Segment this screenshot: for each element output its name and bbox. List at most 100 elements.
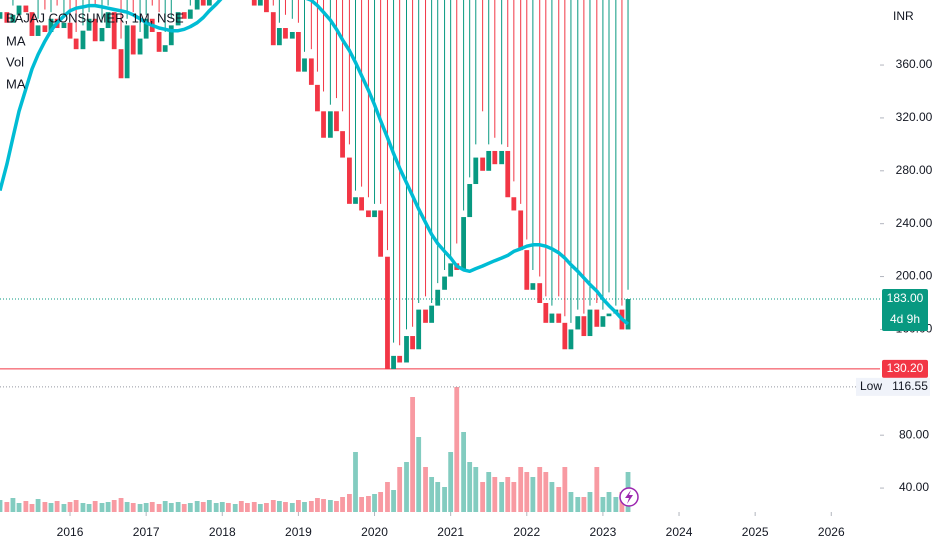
candle-body	[283, 28, 288, 39]
volume-bar	[505, 477, 511, 512]
candle-body	[416, 309, 422, 350]
volume-bar	[42, 502, 48, 512]
volume-bar	[486, 472, 492, 512]
volume-bar	[232, 504, 238, 512]
candle-body	[518, 210, 524, 251]
candle-body	[562, 322, 568, 350]
volume-bar	[391, 490, 396, 512]
legend-item: Vol	[6, 54, 24, 69]
candle-body	[111, 12, 117, 50]
x-tick-label: 2017	[133, 525, 160, 539]
candle-body	[410, 336, 415, 350]
candle-body	[61, 22, 67, 29]
candle-body	[296, 31, 301, 72]
candle-body	[505, 150, 511, 198]
legend-item: MA	[6, 33, 26, 48]
candle-body	[625, 299, 631, 330]
volume-bar	[568, 492, 574, 512]
volume-bar	[10, 498, 16, 512]
candle-body	[575, 316, 581, 330]
volume-bar	[283, 502, 288, 512]
volume-bar	[315, 498, 320, 512]
low-name: Low	[860, 379, 882, 393]
low-tag	[856, 377, 930, 396]
candle-body	[581, 316, 587, 337]
volume-bar	[143, 503, 149, 512]
level-label: 130.20	[887, 361, 924, 375]
candle-body	[568, 329, 574, 350]
volume-bar	[467, 462, 473, 512]
volume-bar	[181, 504, 187, 512]
volume-bar	[206, 500, 212, 512]
volume-bar	[543, 472, 549, 512]
candle-body	[537, 283, 543, 303]
candle-body	[156, 31, 162, 52]
candle-body	[270, 12, 276, 46]
volume-bar	[118, 498, 124, 512]
volume-bar	[327, 500, 333, 512]
candle-body	[327, 111, 333, 138]
volume-bar	[80, 503, 86, 512]
volume-bar	[347, 494, 352, 512]
volume-bar	[219, 502, 225, 512]
volume-bar	[302, 502, 307, 512]
candle-body	[359, 197, 364, 211]
volume-bar	[276, 501, 282, 512]
candle-body	[73, 38, 79, 50]
y-tick-label: 240.00	[896, 216, 932, 230]
volume-bar	[366, 496, 371, 512]
volume-bar	[600, 497, 606, 512]
candle-body	[276, 28, 282, 46]
x-tick-label: 2023	[590, 525, 617, 539]
volume-bar	[429, 477, 435, 512]
y-tick-label: 80.00	[899, 427, 929, 441]
volume-bar	[67, 502, 73, 512]
alert-icon[interactable]	[619, 487, 639, 507]
volume-bar	[410, 397, 415, 512]
legend-item: MA	[6, 76, 26, 91]
candle-body	[600, 316, 606, 327]
volume-bar	[562, 467, 568, 512]
volume-bar	[251, 502, 257, 512]
candle-body	[391, 355, 396, 370]
candle-body	[42, 25, 48, 32]
candle-body	[162, 45, 168, 52]
candle-body	[80, 30, 86, 50]
volume-bar	[397, 467, 403, 512]
candle-body	[302, 58, 307, 72]
volume-bar	[54, 501, 60, 512]
candle-body	[194, 0, 200, 10]
candle-body	[48, 18, 54, 32]
candle-body	[105, 12, 111, 29]
candle-body	[168, 25, 174, 46]
candle-body	[423, 309, 428, 323]
volume-bar	[156, 504, 162, 512]
x-tick-label: 2021	[437, 525, 464, 539]
candle-body	[86, 18, 92, 31]
volume-bar	[613, 497, 619, 512]
candle-body	[35, 25, 41, 36]
axes: 2016 2017 2018 2019 2020 2021 2022 2023 2024 2025…	[57, 57, 932, 539]
candle-layer	[0, 0, 631, 370]
volume-bar	[257, 504, 263, 512]
volume-bar	[537, 467, 543, 512]
candle-body	[340, 131, 345, 158]
volume-bar	[23, 501, 29, 512]
volume-bar	[492, 477, 498, 512]
volume-bar	[378, 492, 384, 512]
volume-bar	[213, 503, 219, 512]
candle-body	[366, 210, 371, 218]
candle-body	[429, 305, 435, 323]
y-tick-label: 40.00	[899, 480, 929, 494]
volume-bar	[575, 497, 581, 512]
candle-body	[206, 0, 212, 6]
volume-bar	[454, 387, 460, 512]
volume-bar	[530, 477, 536, 512]
candle-body	[137, 38, 143, 55]
candle-body	[16, 5, 22, 15]
volume-bar	[168, 503, 174, 512]
last-price-label: 183.00	[887, 291, 924, 305]
volume-bar	[385, 482, 390, 512]
candle-body	[200, 0, 206, 6]
